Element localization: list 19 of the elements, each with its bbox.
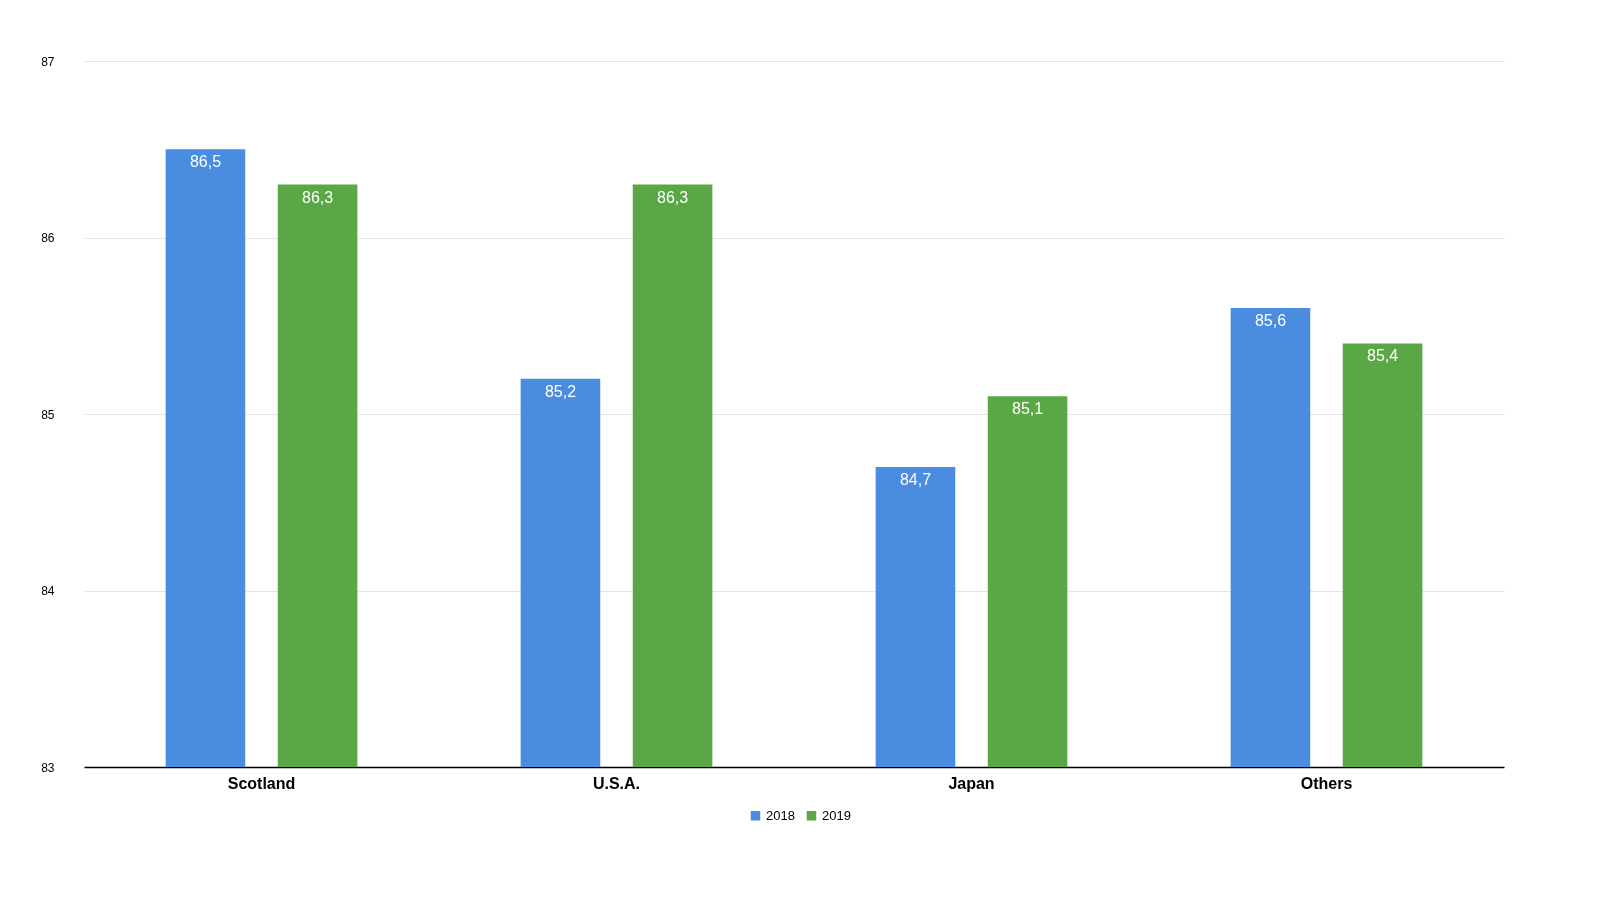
- y-tick-label: 83: [41, 760, 55, 775]
- y-tick-label: 86: [41, 231, 55, 245]
- x-tick-label: Others: [1300, 774, 1353, 792]
- data-label: 85,4: [1366, 347, 1399, 365]
- data-label: 84,7: [899, 470, 932, 488]
- x-tick-label: Scotland: [227, 774, 296, 792]
- data-label: 85,2: [544, 382, 577, 400]
- y-tick-label: 85: [41, 407, 55, 422]
- x-tick-label: Japan: [948, 774, 995, 792]
- data-label: 86,3: [301, 188, 334, 206]
- legend-label: 2019: [822, 807, 851, 823]
- x-tick-label: U.S.A.: [592, 774, 641, 792]
- y-tick-label: 84: [41, 584, 55, 598]
- data-label: 85,6: [1254, 312, 1287, 330]
- y-tick-label: 87: [41, 54, 55, 69]
- data-label: 85,1: [1011, 400, 1044, 418]
- data-label: 86,3: [656, 188, 689, 206]
- data-label: 86,5: [189, 153, 222, 171]
- legend-label: 2018: [766, 807, 795, 823]
